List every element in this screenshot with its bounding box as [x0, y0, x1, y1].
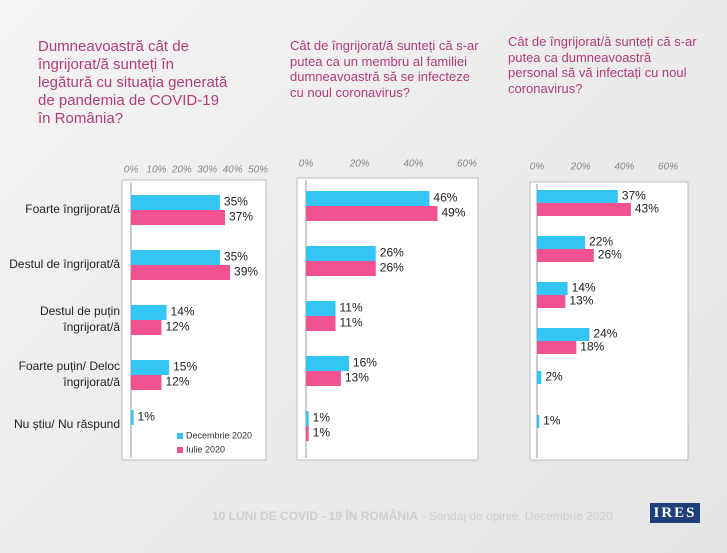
bar: [131, 410, 134, 425]
category-label: Destul de îngrijorat/ă: [9, 257, 120, 272]
footer-subtext: - Sondaj de opinie, Decembrie 2020: [421, 509, 613, 523]
value-label: 13%: [569, 294, 593, 308]
bar: [306, 191, 430, 206]
value-label: 35%: [224, 195, 248, 209]
value-label: 39%: [234, 265, 258, 279]
value-label: 37%: [622, 189, 646, 203]
legend-label: Decembrie 2020: [186, 430, 252, 440]
footer-text: 10 LUNI DE COVID - 19 ÎN ROMÂNIA: [212, 509, 419, 523]
value-label: 12%: [165, 375, 189, 389]
value-label: 26%: [380, 246, 404, 260]
category-label: Foarte îngrijorat/ă: [25, 202, 120, 217]
bar: [537, 249, 594, 262]
value-label: 15%: [173, 360, 197, 374]
value-label: 16%: [353, 356, 377, 370]
x-tick-label: 10%: [146, 165, 166, 176]
value-label: 11%: [340, 316, 363, 330]
bar: [306, 316, 336, 331]
bar: [537, 203, 631, 216]
value-label: 1%: [543, 414, 561, 428]
x-tick-label: 0%: [124, 165, 139, 176]
chart-title: Dumneavoastră cât de îngrijorat/ă sunteț…: [38, 38, 228, 127]
bar: [537, 341, 577, 354]
value-label: 12%: [165, 320, 189, 334]
x-tick-label: 40%: [223, 165, 243, 176]
bar: [306, 371, 341, 386]
legend-swatch: [177, 447, 183, 453]
legend-label: Iulie 2020: [186, 444, 225, 454]
panel: [529, 181, 689, 461]
x-tick-label: 40%: [403, 159, 423, 170]
bar: [306, 356, 349, 371]
bar: [131, 360, 170, 375]
x-tick-label: 40%: [614, 162, 634, 173]
value-label: 22%: [589, 235, 613, 249]
value-label: 14%: [171, 305, 195, 319]
x-tick-label: 0%: [530, 162, 545, 173]
value-label: 1%: [138, 410, 156, 424]
value-label: 18%: [580, 340, 604, 354]
bar: [131, 375, 162, 390]
x-tick-label: 30%: [197, 165, 217, 176]
bar: [537, 328, 590, 341]
bar: [306, 246, 376, 261]
value-label: 14%: [572, 281, 596, 295]
bar: [306, 206, 438, 221]
bar: [131, 210, 225, 225]
footer: 10 LUNI DE COVID - 19 ÎN ROMÂNIA - Sonda…: [212, 509, 613, 523]
bar: [537, 415, 540, 428]
category-label: Destul de puțin îngrijorat/ă: [39, 304, 120, 334]
bar: [131, 320, 162, 335]
bar: [537, 295, 566, 308]
category-label: Nu știu/ Nu răspund: [13, 417, 120, 432]
category-label: Foarte puțin/ Deloc îngrijorat/ă: [18, 359, 120, 389]
bar: [131, 195, 220, 210]
value-label: 26%: [598, 248, 622, 262]
x-tick-label: 50%: [248, 165, 268, 176]
bar: [537, 236, 586, 249]
bar: [306, 301, 336, 316]
bar: [537, 282, 568, 295]
bar: [131, 265, 231, 280]
chart-title: Cât de îngrijorat/ă sunteți că s-ar pute…: [508, 34, 697, 96]
bar: [131, 250, 220, 265]
x-tick-label: 0%: [299, 159, 314, 170]
value-label: 2%: [545, 370, 563, 384]
x-tick-label: 20%: [349, 159, 370, 170]
value-label: 24%: [593, 327, 617, 341]
bar: [306, 426, 309, 441]
bar: [306, 261, 376, 276]
value-label: 13%: [345, 371, 369, 385]
bar: [131, 305, 167, 320]
value-label: 26%: [380, 261, 404, 275]
bar: [537, 190, 618, 203]
value-label: 37%: [229, 210, 253, 224]
value-label: 49%: [441, 206, 465, 220]
legend-swatch: [177, 433, 183, 439]
value-label: 43%: [635, 202, 659, 216]
logo: IRES: [650, 503, 700, 523]
chart-title: Cât de îngrijorat/ă sunteți că s-ar pute…: [290, 38, 479, 100]
value-label: 1%: [313, 426, 331, 440]
value-label: 11%: [340, 301, 363, 315]
x-tick-label: 20%: [171, 165, 192, 176]
value-label: 35%: [224, 250, 248, 264]
bar: [306, 411, 309, 426]
value-label: 46%: [433, 191, 457, 205]
bar: [537, 371, 542, 384]
value-label: 1%: [313, 411, 331, 425]
x-tick-label: 20%: [570, 162, 591, 173]
x-tick-label: 60%: [457, 159, 477, 170]
x-tick-label: 60%: [658, 162, 678, 173]
